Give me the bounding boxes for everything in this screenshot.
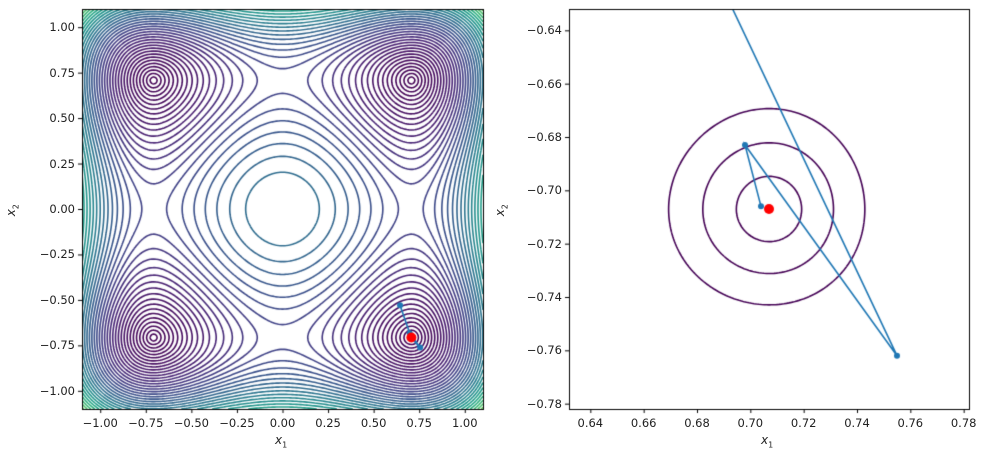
- x-tick-label: −0.25: [219, 416, 255, 430]
- y-tick-label: 0.00: [49, 202, 75, 216]
- x-tick-label: −0.75: [128, 416, 164, 430]
- x-tick-label: 0.70: [737, 416, 764, 430]
- x-tick-label: 0.64: [577, 416, 604, 430]
- y-tick-label: −0.66: [526, 76, 562, 91]
- x-tick-label: 0.72: [790, 416, 817, 430]
- y-tick-label: −0.25: [39, 247, 75, 262]
- x-tick-label: 0.00: [269, 416, 296, 430]
- y-tick-label: −0.64: [526, 23, 562, 38]
- x-tick-label: 0.66: [630, 416, 657, 430]
- y-tick-label: −1.00: [39, 383, 75, 398]
- y-tick-label: 1.00: [49, 20, 75, 35]
- x-tick-label: 0.78: [950, 416, 977, 430]
- y-tick-label: −0.72: [526, 236, 562, 251]
- left-xlabel: x1: [275, 433, 288, 450]
- y-tick-label: −0.50: [39, 292, 75, 307]
- y-tick-label: −0.78: [526, 396, 562, 411]
- x-tick-label: 0.76: [897, 416, 924, 430]
- x-tick-label: −1.00: [82, 416, 118, 430]
- x-tick-label: 1.00: [451, 416, 478, 430]
- right-ylabel: x2: [492, 204, 510, 217]
- left-ylabel: x2: [3, 204, 21, 217]
- x-tick-label: −0.50: [173, 416, 209, 430]
- y-tick-label: −0.75: [39, 338, 75, 353]
- y-tick-label: 0.50: [49, 111, 75, 126]
- y-tick-label: −0.74: [526, 290, 562, 304]
- y-tick-label: 0.75: [49, 65, 75, 80]
- y-tick-label: 0.25: [49, 156, 75, 171]
- x-tick-label: 0.75: [406, 416, 433, 430]
- y-tick-label: −0.68: [526, 130, 562, 144]
- right-xlabel: x1: [761, 433, 774, 450]
- x-tick-label: 0.50: [360, 416, 387, 430]
- x-tick-label: 0.68: [684, 416, 710, 430]
- y-tick-label: −0.70: [526, 183, 562, 198]
- x-tick-label: 0.25: [315, 416, 341, 430]
- x-tick-label: 0.74: [844, 416, 870, 430]
- y-tick-label: −0.76: [526, 343, 562, 358]
